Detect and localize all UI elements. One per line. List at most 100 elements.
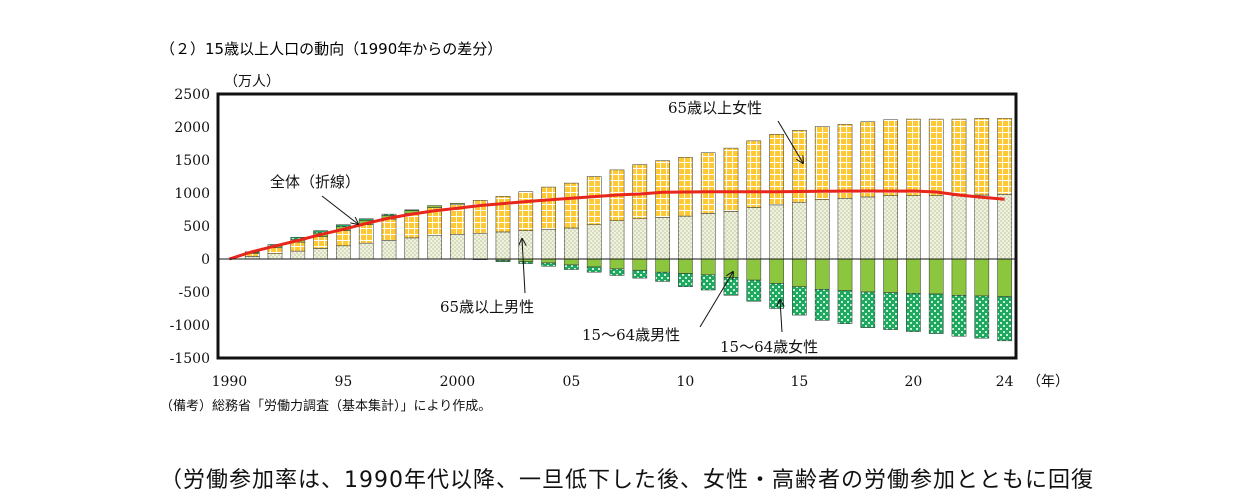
bar-male-65-plus	[358, 242, 374, 260]
bar-male-65-plus	[906, 195, 921, 260]
bar-male-15-64	[951, 258, 967, 296]
bar-female-15-64	[655, 271, 670, 282]
bar-male-65-plus	[450, 234, 465, 260]
bar-female-15-64	[632, 269, 648, 279]
bar-female-15-64	[609, 268, 625, 276]
bar-male-65-plus	[723, 211, 739, 260]
bar-male-15-64	[700, 258, 716, 276]
bar-female-65-plus	[883, 119, 898, 196]
arrow-female-65-plus	[777, 120, 803, 163]
bar-male-15-64	[632, 258, 648, 271]
bar-female-15-64	[974, 295, 990, 339]
bar-female-65-plus	[792, 130, 807, 203]
bar-male-15-64	[974, 258, 990, 297]
bar-female-65-plus	[997, 118, 1012, 195]
x-tick-label: 24	[996, 374, 1014, 390]
bar-female-15-64	[518, 261, 534, 264]
y-axis-unit: （万人）	[224, 74, 280, 90]
bar-female-65-plus	[381, 218, 397, 241]
bar-female-15-64	[336, 224, 351, 227]
y-tick-label: 2500	[174, 87, 210, 103]
label-male-15-64: 15〜64歳男性	[582, 326, 680, 344]
x-tick-label: 2000	[440, 374, 476, 390]
bar-female-65-plus	[518, 191, 534, 231]
bar-male-65-plus	[472, 233, 488, 260]
label-female-65-plus: 65歳以上女性	[668, 99, 762, 117]
bar-male-65-plus	[541, 229, 556, 260]
bar-male-65-plus	[586, 224, 602, 260]
bar-male-65-plus	[564, 227, 579, 260]
bar-female-65-plus	[974, 118, 990, 196]
bar-male-65-plus	[860, 196, 876, 260]
chart: （２）15歳以上人口の動向（1990年からの差分） （万人） 2500 2000 1…	[160, 40, 1069, 414]
bar-male-15-64	[564, 258, 579, 266]
bar-male-65-plus	[814, 199, 830, 260]
bar-male-65-plus	[769, 204, 784, 260]
bar-male-65-plus	[495, 231, 511, 260]
bar-female-15-64	[928, 293, 944, 334]
total-line	[228, 189, 1005, 261]
bar-female-65-plus	[951, 118, 967, 196]
bar-male-65-plus	[655, 217, 670, 260]
x-tick-label: 95	[334, 374, 352, 390]
figure-title: （２）15歳以上人口の動向（1990年からの差分）	[160, 40, 502, 58]
bar-female-65-plus	[404, 213, 420, 239]
arrow-total-line	[321, 195, 358, 224]
x-tick-label: 15	[790, 374, 808, 390]
bar-female-15-64	[358, 218, 374, 221]
bar-female-15-64	[495, 260, 511, 262]
bar-female-15-64	[586, 266, 602, 273]
y-tick-labels: 2500 2000 1500 1000 500 0 -500 -1000 -1500	[170, 87, 210, 367]
bar-female-15-64	[951, 295, 967, 337]
bar-female-65-plus	[928, 118, 944, 196]
bar-male-65-plus	[632, 218, 648, 260]
bar-male-15-64	[769, 258, 784, 284]
bar-male-65-plus	[974, 194, 990, 260]
y-tick-label: 0	[201, 252, 210, 268]
bar-female-65-plus	[541, 186, 556, 230]
bar-female-65-plus	[358, 224, 374, 244]
y-tick-label: 500	[183, 219, 210, 235]
bar-male-15-64	[906, 258, 921, 294]
y-tick-label: 1000	[174, 186, 210, 202]
bar-male-15-64	[860, 258, 876, 293]
bar-female-15-64	[792, 286, 807, 316]
bar-female-15-64	[541, 262, 556, 267]
bar-female-65-plus	[837, 124, 853, 199]
plot-frame	[216, 92, 1018, 360]
label-female-15-64: 15〜64歳女性	[720, 338, 818, 356]
bar-stacks	[244, 118, 1012, 342]
bar-male-15-64	[450, 202, 465, 205]
bar-female-15-64	[883, 292, 898, 330]
bar-female-65-plus	[906, 118, 921, 196]
bar-female-15-64	[404, 209, 420, 211]
bar-male-65-plus	[381, 240, 397, 260]
bar-female-15-64	[723, 277, 739, 296]
bar-male-65-plus	[267, 253, 283, 260]
bar-female-15-64	[906, 293, 921, 332]
body-text: （労働参加率は、1990年代以降、一旦低下した後、女性・高齢者の労働参加とともに…	[160, 468, 1094, 493]
x-tick-label: 1990	[212, 374, 248, 390]
bar-male-15-64	[541, 258, 556, 264]
bar-male-15-64	[427, 205, 442, 208]
bar-female-15-64	[860, 291, 876, 328]
bar-male-65-plus	[427, 234, 442, 260]
x-tick-label: 10	[676, 374, 694, 390]
bar-male-15-64	[928, 258, 944, 295]
bar-female-15-64	[700, 274, 716, 291]
bar-male-65-plus	[609, 220, 625, 260]
bar-female-65-plus	[769, 134, 784, 206]
bar-female-65-plus	[586, 176, 602, 225]
bar-female-65-plus	[700, 152, 716, 214]
x-axis-unit: （年）	[1027, 374, 1069, 390]
bar-male-15-64	[655, 258, 670, 273]
bar-male-15-64	[792, 258, 807, 287]
bar-female-65-plus	[723, 147, 739, 212]
bar-female-65-plus	[655, 160, 670, 218]
y-tick-label: -1500	[170, 351, 210, 367]
bar-female-65-plus	[678, 157, 693, 217]
bar-male-15-64	[678, 258, 693, 274]
bar-male-65-plus	[336, 245, 351, 260]
bar-male-65-plus	[746, 207, 762, 260]
bar-male-65-plus	[997, 194, 1012, 260]
